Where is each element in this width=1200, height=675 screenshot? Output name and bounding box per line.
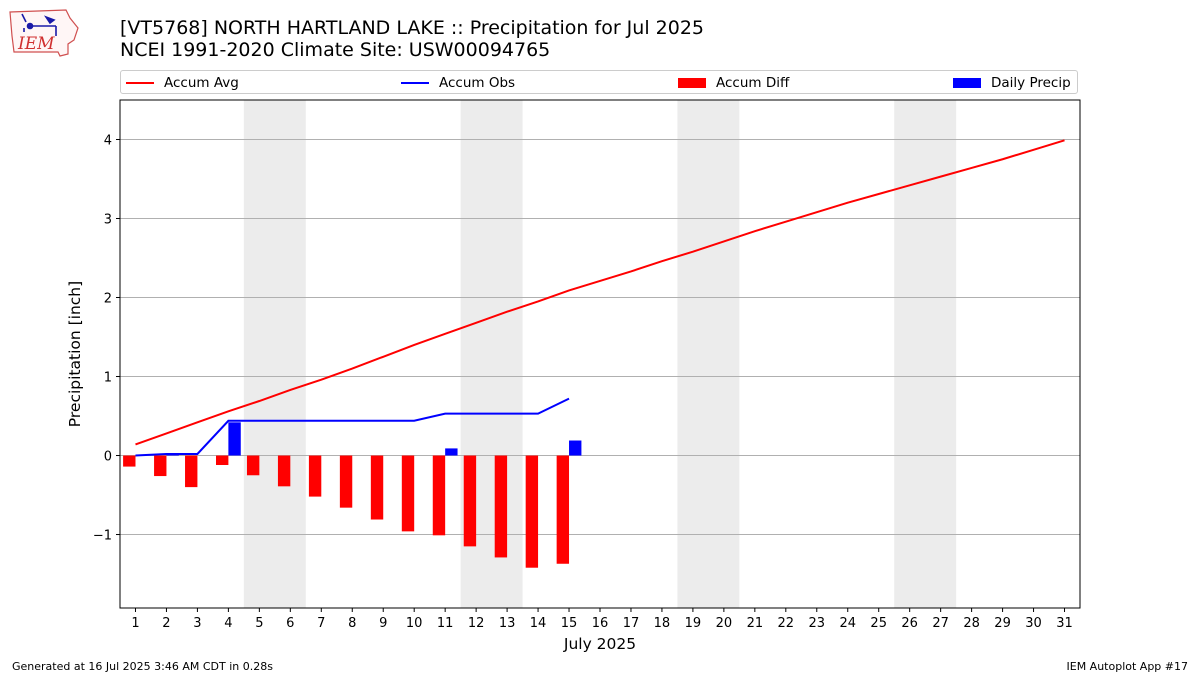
y-tick-label: 4: [104, 134, 112, 149]
x-tick-label: 30: [1025, 616, 1042, 631]
accum-diff-bar: [185, 455, 198, 488]
legend-label: Daily Precip: [991, 75, 1071, 91]
x-tick-label: 31: [1056, 616, 1073, 631]
x-tick-label: 2: [162, 616, 170, 631]
accum-avg-line: [135, 139, 1065, 446]
x-tick-label: 6: [286, 616, 294, 631]
accum-diff-bar: [463, 455, 477, 547]
x-tick-label: 11: [437, 616, 454, 631]
daily-precip-bar: [445, 448, 458, 456]
legend-swatch: [126, 82, 154, 84]
x-axis-label: July 2025: [563, 635, 636, 653]
x-tick-label: 20: [716, 616, 733, 631]
chart-subtitle: NCEI 1991-2020 Climate Site: USW00094765: [120, 39, 551, 61]
x-tick-label: 24: [839, 616, 856, 631]
x-tick-label: 10: [406, 616, 423, 631]
legend-label: Accum Obs: [439, 75, 516, 91]
y-tick-label: 0: [104, 450, 112, 465]
accum-diff-bar: [339, 455, 353, 508]
iowa-outline-icon: [9, 9, 79, 57]
footer-app-text: IEM Autoplot App #17: [1066, 660, 1189, 673]
accum-diff-bar: [308, 455, 322, 497]
x-tick-label: 12: [468, 616, 485, 631]
legend-label: Accum Diff: [716, 75, 790, 91]
x-tick-label: 18: [654, 616, 671, 631]
weekend-shade: [243, 100, 306, 608]
x-tick-label: 8: [348, 616, 356, 631]
x-tick-label: 14: [530, 616, 547, 631]
x-tick-label: 23: [809, 616, 826, 631]
legend-item: Accum Diff: [678, 74, 789, 92]
x-tick-label: 28: [963, 616, 980, 631]
legend-item: Accum Obs: [401, 74, 515, 92]
iem-logo: IEM: [9, 9, 79, 57]
accum-diff-bar: [370, 455, 384, 520]
x-tick-label: 9: [379, 616, 387, 631]
accum-diff-bar: [277, 455, 291, 487]
y-tick-label: −1: [93, 529, 112, 544]
x-tick-label: 17: [623, 616, 640, 631]
x-tick-label: 21: [747, 616, 764, 631]
legend-label: Accum Avg: [164, 75, 239, 91]
chart-legend: Accum Avg Accum Obs Accum Diff Daily Precip: [120, 70, 1078, 94]
x-tick-label: 3: [193, 616, 201, 631]
legend-swatch: [678, 78, 706, 88]
x-tick-label: 15: [561, 616, 578, 631]
x-tick-label: 7: [317, 616, 325, 631]
x-tick-label: 1: [131, 616, 139, 631]
accum-diff-bar: [432, 455, 446, 536]
x-tick-label: 26: [901, 616, 918, 631]
weekend-shade: [677, 100, 740, 608]
chart-title: [VT5768] NORTH HARTLAND LAKE :: Precipit…: [120, 17, 704, 39]
accum-diff-bar: [216, 455, 229, 466]
x-tick-label: 16: [592, 616, 609, 631]
accum-diff-bar: [246, 455, 260, 476]
legend-item: Daily Precip: [953, 74, 1071, 92]
x-tick-label: 4: [224, 616, 232, 631]
accum-diff-bar: [154, 455, 167, 477]
accum-diff-bar: [494, 455, 508, 558]
y-tick-label: 2: [104, 292, 112, 307]
x-tick-label: 19: [685, 616, 702, 631]
x-tick-label: 5: [255, 616, 263, 631]
x-tick-label: 27: [932, 616, 949, 631]
x-tick-label: 29: [994, 616, 1011, 631]
legend-swatch: [953, 78, 981, 88]
daily-precip-bar: [228, 422, 241, 456]
y-axis-label: Precipitation [inch]: [66, 281, 84, 427]
legend-item: Accum Avg: [126, 74, 239, 92]
accum-obs-line: [135, 397, 570, 457]
x-tick-label: 13: [499, 616, 516, 631]
x-tick-label: 25: [870, 616, 887, 631]
accum-diff-bar: [401, 455, 415, 532]
legend-swatch: [401, 82, 429, 84]
weekend-shade: [894, 100, 957, 608]
daily-precip-bar: [569, 440, 582, 456]
logo-text: IEM: [17, 34, 55, 54]
accum-diff-bar: [525, 455, 539, 568]
y-tick-label: 3: [104, 213, 112, 228]
y-tick-label: 1: [104, 371, 112, 386]
x-tick-label: 22: [778, 616, 795, 631]
weather-station-icon: [21, 13, 57, 36]
accum-diff-bar: [123, 455, 136, 467]
accum-diff-bar: [556, 455, 570, 564]
footer-generated-text: Generated at 16 Jul 2025 3:46 AM CDT in …: [12, 660, 273, 673]
